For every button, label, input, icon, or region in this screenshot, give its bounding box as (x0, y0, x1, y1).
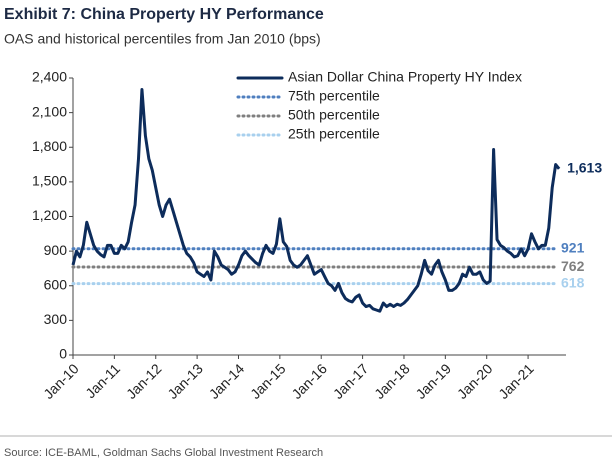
y-tick-label: 1,500 (32, 173, 67, 189)
chart-title: Exhibit 7: China Property HY Performance (4, 6, 324, 23)
legend-label: 50th percentile (288, 107, 380, 123)
y-tick-label: 1,800 (32, 138, 67, 154)
percentile-label: 762 (561, 258, 585, 274)
y-tick-label: 2,400 (32, 69, 67, 85)
data-label: 1,613 (567, 160, 602, 176)
x-tick-label: Jan-13 (164, 360, 206, 402)
y-tick-label: 1,200 (32, 207, 67, 223)
y-tick-label: 300 (44, 311, 68, 327)
x-tick-label: Jan-14 (206, 360, 248, 402)
x-tick-label: Jan-20 (454, 360, 496, 402)
x-tick-label: Jan-11 (82, 360, 123, 401)
chart-subtitle: OAS and historical percentiles from Jan … (4, 31, 321, 47)
x-tick-label: Jan-12 (123, 360, 165, 402)
x-tick-label: Jan-17 (330, 360, 372, 402)
y-tick-label: 0 (59, 346, 67, 362)
y-tick-label: 600 (44, 276, 68, 292)
source-note: Source: ICE-BAML, Goldman Sachs Global I… (4, 447, 323, 459)
percentile-label: 618 (561, 274, 585, 290)
x-tick-label: Jan-18 (371, 360, 413, 402)
y-tick-label: 2,100 (32, 103, 67, 119)
legend-label: Asian Dollar China Property HY Index (288, 69, 522, 85)
x-tick-label: Jan-15 (247, 360, 289, 402)
percentile-label: 921 (561, 239, 585, 255)
x-tick-label: Jan-19 (412, 360, 454, 402)
legend-label: 75th percentile (288, 88, 380, 104)
legend-label: 25th percentile (288, 126, 380, 142)
x-tick-label: Jan-16 (288, 360, 330, 402)
x-tick-label: Jan-10 (40, 360, 82, 402)
series-line (71, 88, 561, 313)
y-tick-label: 900 (44, 242, 68, 258)
x-tick-label: Jan-21 (495, 360, 537, 402)
